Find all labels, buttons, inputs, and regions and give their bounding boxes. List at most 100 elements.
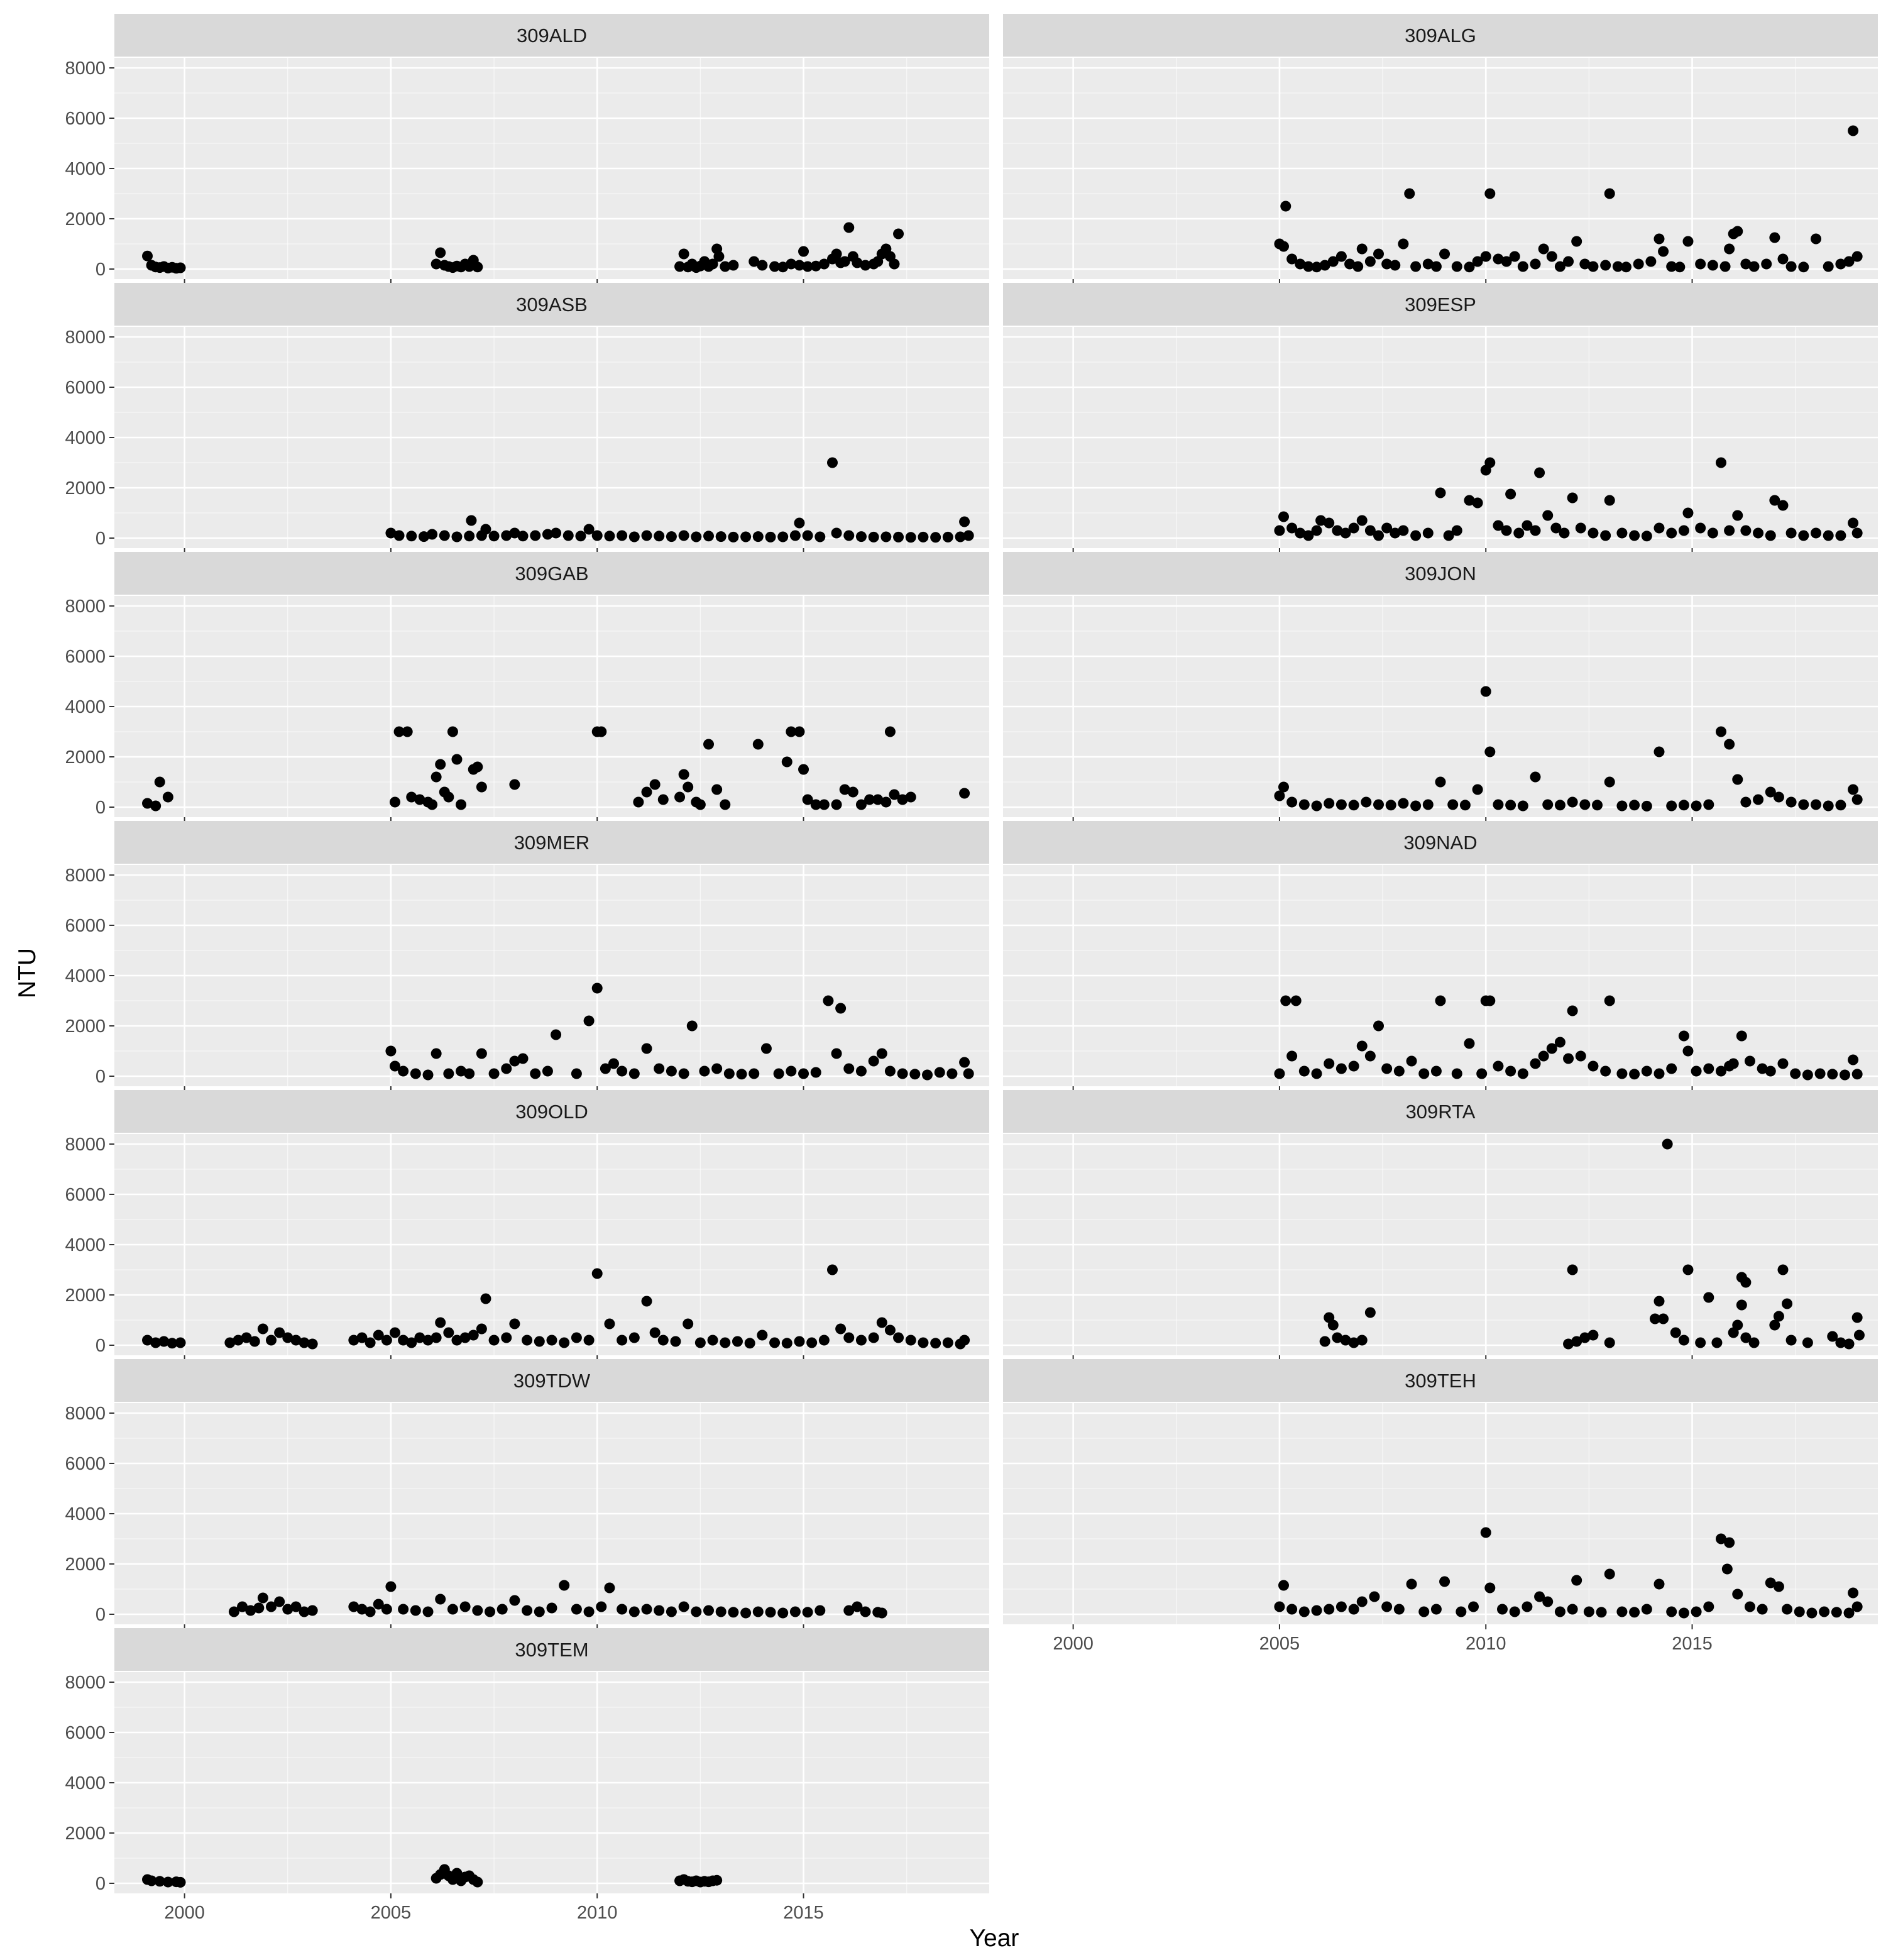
data-point	[1472, 497, 1483, 509]
data-point	[666, 1065, 677, 1077]
data-point	[876, 1607, 887, 1619]
data-point	[1798, 530, 1809, 541]
data-point	[1327, 1319, 1339, 1331]
facet-strip	[1003, 552, 1878, 595]
data-point	[1678, 1030, 1689, 1042]
data-point	[1278, 1580, 1289, 1591]
data-point	[843, 222, 855, 233]
data-point	[657, 794, 669, 805]
data-point	[142, 1335, 153, 1346]
data-point	[410, 1068, 421, 1079]
data-point	[843, 1063, 855, 1074]
data-point	[641, 1043, 652, 1054]
data-point	[154, 1876, 165, 1887]
data-point	[1430, 261, 1442, 272]
data-point	[534, 1606, 545, 1617]
data-point	[1315, 515, 1327, 526]
data-point	[1823, 800, 1834, 812]
data-point	[1848, 1054, 1859, 1065]
data-point	[1464, 495, 1475, 506]
data-point	[443, 791, 454, 803]
data-point	[381, 1604, 392, 1615]
y-tick-label: 6000	[65, 647, 106, 667]
data-point	[1567, 1264, 1578, 1275]
data-point	[307, 1338, 318, 1350]
data-point	[1493, 520, 1504, 531]
facet-strip	[114, 821, 989, 864]
data-point	[1550, 522, 1562, 534]
data-point	[694, 799, 706, 810]
data-point	[1278, 511, 1289, 522]
data-point	[1522, 1601, 1533, 1612]
y-tick-label: 6000	[65, 1454, 106, 1474]
data-point	[814, 1605, 826, 1616]
data-point	[299, 1337, 310, 1348]
data-point	[1361, 796, 1372, 808]
data-point	[1715, 1065, 1726, 1077]
facet-panel-309OLD: 309OLD 0 2000 4000 6000 8000	[65, 1090, 989, 1360]
facet-panel-309MER: 309MER 0 2000 4000 6000 8000	[65, 821, 989, 1091]
data-point	[1430, 1065, 1442, 1077]
data-point	[1823, 530, 1834, 541]
data-point	[909, 1069, 921, 1080]
data-point	[1835, 1337, 1846, 1348]
data-point	[1464, 1038, 1475, 1049]
data-point	[530, 1068, 541, 1079]
facet-panel-309ALG: 309ALG	[1003, 14, 1878, 284]
data-point	[963, 530, 974, 541]
x-tick-label: 2000	[164, 1903, 205, 1923]
data-point	[855, 531, 867, 542]
data-point	[749, 256, 760, 267]
data-point	[1851, 527, 1863, 539]
data-point	[1851, 251, 1863, 262]
data-point	[459, 1601, 471, 1612]
data-point	[1703, 1601, 1714, 1612]
data-point	[596, 726, 607, 737]
data-point	[571, 1068, 582, 1079]
data-point	[843, 1332, 855, 1343]
data-point	[802, 261, 813, 272]
data-point	[501, 1332, 512, 1343]
data-point	[447, 1604, 458, 1615]
data-point	[1848, 125, 1859, 136]
x-tick-label: 2005	[371, 1903, 412, 1923]
data-point	[1286, 1604, 1298, 1615]
data-point	[571, 1604, 582, 1615]
data-point	[1641, 531, 1652, 542]
data-point	[385, 527, 397, 539]
data-point	[373, 1330, 384, 1341]
data-point	[472, 1605, 483, 1616]
data-point	[389, 1060, 400, 1072]
data-point	[752, 1606, 764, 1617]
data-point	[406, 791, 417, 803]
data-point	[551, 527, 562, 539]
data-point	[1274, 1601, 1285, 1612]
data-point	[522, 1335, 533, 1346]
data-point	[406, 1337, 417, 1348]
data-point	[1757, 1604, 1768, 1615]
data-point	[1785, 527, 1797, 539]
data-point	[703, 531, 715, 542]
data-point	[1724, 525, 1735, 536]
data-point	[868, 1055, 879, 1067]
data-point	[356, 1332, 368, 1343]
data-point	[1633, 258, 1644, 270]
data-point	[1765, 1065, 1776, 1077]
data-point	[683, 781, 694, 793]
data-point	[1604, 995, 1615, 1006]
data-point	[389, 1327, 400, 1338]
data-point	[451, 754, 463, 765]
data-point	[1600, 260, 1611, 271]
data-point	[810, 260, 821, 272]
data-point	[1356, 515, 1368, 526]
data-point	[422, 1069, 434, 1081]
data-point	[1682, 1045, 1694, 1057]
data-point	[257, 1323, 268, 1335]
data-point	[1753, 794, 1764, 805]
data-point	[142, 798, 153, 809]
data-point	[1364, 1307, 1376, 1318]
data-point	[530, 530, 541, 541]
data-point	[257, 1592, 268, 1604]
y-tick-label: 4000	[65, 1504, 106, 1524]
y-tick-label: 0	[96, 1874, 106, 1894]
